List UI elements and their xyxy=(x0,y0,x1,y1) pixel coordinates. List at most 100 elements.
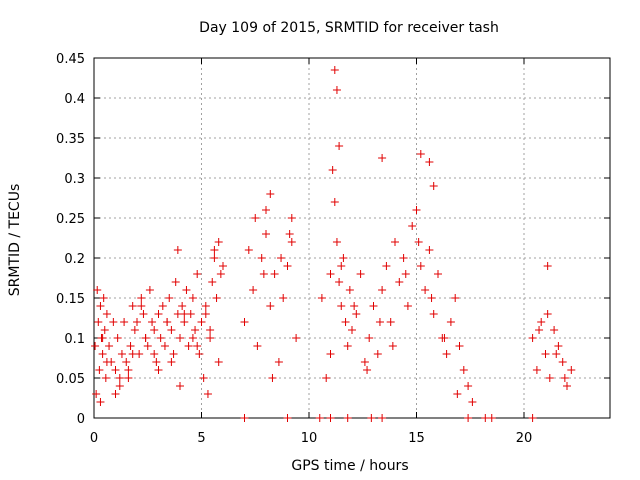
data-point xyxy=(317,294,326,302)
data-point xyxy=(259,270,268,278)
data-point xyxy=(451,294,460,302)
data-point xyxy=(180,310,189,318)
data-point xyxy=(343,414,352,422)
data-point xyxy=(455,342,464,350)
data-point xyxy=(124,374,133,382)
data-point xyxy=(399,254,408,262)
data-point xyxy=(434,270,442,278)
data-point xyxy=(145,286,154,294)
data-point xyxy=(94,318,103,326)
data-point xyxy=(425,246,434,254)
data-point xyxy=(143,342,152,350)
data-point xyxy=(203,390,212,398)
data-point xyxy=(283,414,292,422)
data-point xyxy=(285,230,294,238)
x-axis-label: GPS time / hours xyxy=(291,458,408,474)
data-point xyxy=(102,310,111,318)
data-point xyxy=(219,262,227,270)
data-point xyxy=(365,334,374,342)
data-point xyxy=(560,374,569,382)
data-point xyxy=(262,206,270,214)
data-point xyxy=(152,358,161,366)
data-point xyxy=(210,246,219,254)
data-point xyxy=(567,366,576,374)
data-point xyxy=(386,318,395,326)
data-point xyxy=(128,350,137,358)
data-point xyxy=(330,66,339,74)
data-point xyxy=(446,318,455,326)
data-point xyxy=(339,254,348,262)
data-point xyxy=(378,154,387,162)
data-point xyxy=(388,342,397,350)
plot-frame xyxy=(93,57,611,419)
data-point xyxy=(117,350,126,358)
y-tick-label: 0 xyxy=(77,412,85,427)
data-point xyxy=(345,286,354,294)
data-point xyxy=(191,326,200,334)
data-point xyxy=(341,318,350,326)
data-point xyxy=(141,334,150,342)
y-tick-label: 0.15 xyxy=(56,292,85,307)
data-point xyxy=(378,414,387,422)
data-point xyxy=(180,318,189,326)
data-point xyxy=(326,414,335,422)
data-point xyxy=(535,326,544,334)
data-point xyxy=(459,366,468,374)
data-point xyxy=(332,238,341,246)
data-point xyxy=(552,350,561,358)
data-point xyxy=(335,142,344,150)
data-point xyxy=(421,286,430,294)
data-point xyxy=(139,310,148,318)
data-point xyxy=(429,310,438,318)
data-points xyxy=(91,66,576,422)
y-tick-label: 0.05 xyxy=(56,372,85,387)
data-point xyxy=(287,238,296,246)
data-point xyxy=(165,294,174,302)
data-point xyxy=(277,254,286,262)
data-point xyxy=(150,326,159,334)
data-point xyxy=(427,294,436,302)
data-point xyxy=(425,158,434,166)
data-point xyxy=(171,278,180,286)
data-point xyxy=(363,366,372,374)
data-point xyxy=(193,342,202,350)
data-point xyxy=(537,318,546,326)
data-point xyxy=(154,366,163,374)
data-point xyxy=(369,302,378,310)
y-tick-label: 0.45 xyxy=(56,52,85,67)
data-point xyxy=(543,262,552,270)
data-point xyxy=(176,382,184,390)
data-point xyxy=(188,294,197,302)
data-point xyxy=(160,342,169,350)
data-point xyxy=(124,366,133,374)
data-point xyxy=(173,246,182,254)
data-point xyxy=(382,262,391,270)
data-point xyxy=(257,254,266,262)
data-point xyxy=(115,374,124,382)
data-point xyxy=(109,318,118,326)
data-point xyxy=(105,342,114,350)
data-point xyxy=(545,374,554,382)
data-point xyxy=(328,166,337,174)
data-point xyxy=(120,318,129,326)
data-point xyxy=(158,302,167,310)
data-point xyxy=(550,326,559,334)
data-point xyxy=(163,318,172,326)
data-point xyxy=(266,190,275,198)
data-point xyxy=(102,358,111,366)
data-point xyxy=(335,278,344,286)
data-point xyxy=(169,350,178,358)
data-point xyxy=(326,350,335,358)
data-point xyxy=(240,318,249,326)
data-point xyxy=(244,246,253,254)
data-point xyxy=(337,302,346,310)
data-point xyxy=(111,366,120,374)
data-point xyxy=(115,382,124,390)
data-point xyxy=(99,294,108,302)
y-tick-label: 0.4 xyxy=(64,92,85,107)
data-point xyxy=(440,334,449,342)
data-point xyxy=(206,326,215,334)
data-point xyxy=(176,334,184,342)
data-point xyxy=(395,278,404,286)
data-point xyxy=(122,358,131,366)
